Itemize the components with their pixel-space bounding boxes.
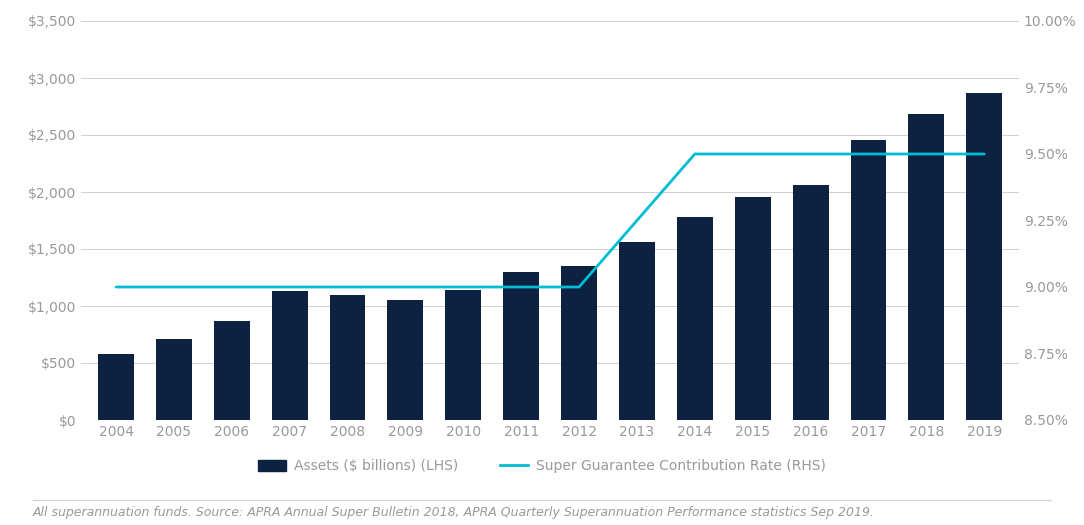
Bar — [272, 291, 308, 420]
Bar — [156, 339, 192, 420]
Bar — [98, 354, 134, 420]
Legend: Assets ($ billions) (LHS), Super Guarantee Contribution Rate (RHS): Assets ($ billions) (LHS), Super Guarant… — [258, 459, 826, 474]
Bar — [966, 93, 1003, 420]
Bar — [503, 272, 539, 420]
Bar — [446, 290, 481, 420]
Bar — [330, 295, 365, 420]
Text: All superannuation funds. Source: APRA Annual Super Bulletin 2018, APRA Quarterl: All superannuation funds. Source: APRA A… — [33, 506, 875, 519]
Bar — [676, 217, 713, 420]
Bar — [562, 266, 597, 420]
Bar — [908, 114, 944, 420]
Bar — [792, 185, 828, 420]
Bar — [851, 140, 887, 420]
Bar — [735, 196, 771, 420]
Bar — [387, 300, 424, 420]
Bar — [214, 321, 249, 420]
Bar — [619, 242, 655, 420]
